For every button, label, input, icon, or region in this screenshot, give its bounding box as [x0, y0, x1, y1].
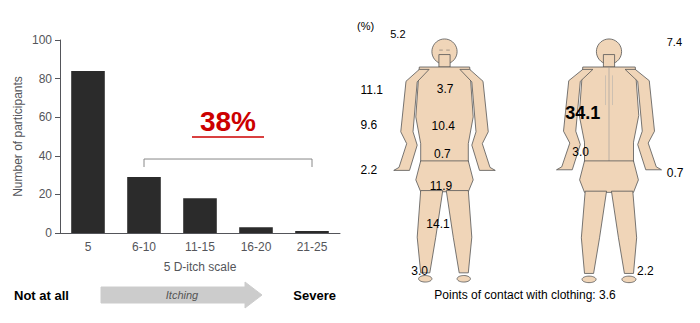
- svg-text:11.9: 11.9: [430, 179, 453, 193]
- svg-text:Itching: Itching: [166, 289, 199, 301]
- svg-text:60: 60: [39, 110, 53, 124]
- svg-text:38%: 38%: [200, 106, 256, 137]
- svg-text:5.2: 5.2: [390, 28, 405, 40]
- svg-text:6-10: 6-10: [132, 240, 156, 254]
- svg-text:2.2: 2.2: [637, 264, 654, 278]
- svg-text:21-25: 21-25: [297, 240, 328, 254]
- svg-text:11.1: 11.1: [361, 83, 384, 97]
- svg-text:20: 20: [39, 187, 53, 201]
- svg-text:9.6: 9.6: [361, 118, 378, 132]
- svg-text:80: 80: [39, 72, 53, 86]
- svg-text:5: 5: [85, 240, 92, 254]
- svg-text:40: 40: [39, 149, 53, 163]
- svg-text:0: 0: [45, 226, 52, 240]
- svg-text:3.0: 3.0: [572, 145, 589, 159]
- svg-text:0.7: 0.7: [434, 147, 451, 161]
- svg-text:(%): (%): [357, 20, 374, 32]
- svg-text:2.2: 2.2: [361, 163, 378, 177]
- svg-text:7.4: 7.4: [667, 36, 682, 48]
- svg-text:Severe: Severe: [293, 288, 336, 303]
- svg-text:3.7: 3.7: [437, 82, 454, 96]
- svg-text:34.1: 34.1: [565, 103, 600, 123]
- svg-text:14.1: 14.1: [426, 217, 450, 231]
- svg-text:11-15: 11-15: [185, 240, 215, 254]
- svg-text:10.4: 10.4: [432, 119, 456, 133]
- svg-text:5 D-itch scale: 5 D-itch scale: [164, 260, 237, 274]
- svg-text:0.7: 0.7: [667, 166, 684, 180]
- svg-text:16-20: 16-20: [241, 240, 272, 254]
- svg-text:Points of contact with clothin: Points of contact with clothing: 3.6: [434, 288, 616, 302]
- svg-text:100: 100: [32, 33, 52, 47]
- svg-text:Number of participants: Number of participants: [11, 76, 25, 197]
- svg-text:3.0: 3.0: [411, 264, 428, 278]
- svg-text:Not at all: Not at all: [14, 288, 69, 303]
